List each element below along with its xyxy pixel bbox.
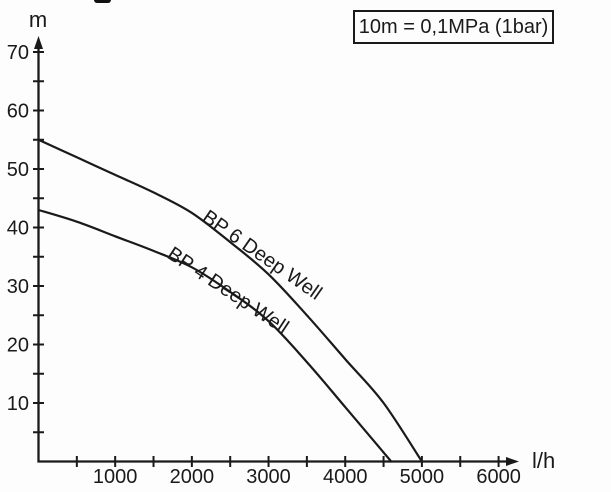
y-tick-label: 40	[7, 218, 29, 240]
y-tick-label: 70	[7, 42, 29, 64]
x-tick-label: 5000	[400, 466, 445, 488]
y-tick-label: 50	[7, 159, 29, 181]
axes	[34, 36, 519, 466]
pump-curves	[37, 138, 423, 463]
x-tick-label: 1000	[93, 466, 138, 488]
curve-bp-4-deep-well	[37, 208, 393, 463]
y-axis-unit-label: m	[29, 7, 47, 32]
y-tick-label: 20	[7, 335, 29, 357]
x-tick-label: 4000	[323, 466, 368, 488]
x-axis-unit-label: l/h	[532, 448, 555, 473]
scan-artifact	[94, 0, 111, 3]
note-box: 10m = 0,1MPa (1bar)	[353, 10, 554, 44]
x-axis-arrow	[506, 457, 519, 466]
y-tick-label: 60	[7, 101, 29, 123]
axis-ticks: 1000 2000 3000 4000 5000 6000 10 20 30 40 50 60 70	[7, 42, 521, 488]
x-tick-label: 6000	[476, 466, 521, 488]
x-tick-label: 3000	[246, 466, 291, 488]
note-text: 10m = 0,1MPa (1bar)	[358, 15, 549, 38]
y-tick-label: 10	[7, 393, 29, 415]
x-tick-label: 2000	[170, 466, 215, 488]
y-tick-label: 30	[7, 276, 29, 298]
curve-bp-6-deep-well	[37, 138, 423, 463]
y-axis-arrow	[34, 36, 43, 49]
